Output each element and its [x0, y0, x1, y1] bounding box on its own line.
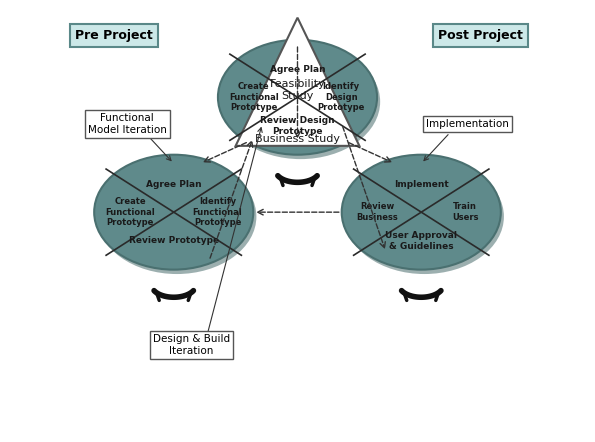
- Text: Functional
Model Iteration: Functional Model Iteration: [88, 113, 167, 134]
- Text: Create
Functional
Prototype: Create Functional Prototype: [229, 82, 278, 112]
- Ellipse shape: [218, 40, 377, 155]
- Ellipse shape: [221, 44, 380, 159]
- Text: Create
Functional
Prototype: Create Functional Prototype: [105, 197, 155, 227]
- Text: Review Design
Prototype: Review Design Prototype: [260, 116, 335, 136]
- Text: Agree Plan: Agree Plan: [270, 65, 325, 74]
- Text: Design & Build
Iteration: Design & Build Iteration: [153, 334, 230, 355]
- Ellipse shape: [94, 155, 253, 270]
- Ellipse shape: [342, 155, 501, 270]
- Ellipse shape: [345, 159, 504, 274]
- Ellipse shape: [97, 159, 256, 274]
- Text: Identify
Design
Prototype: Identify Design Prototype: [318, 82, 365, 112]
- Polygon shape: [236, 18, 359, 146]
- Text: Train
Users: Train Users: [452, 202, 478, 222]
- Text: Post Project: Post Project: [439, 29, 524, 42]
- Text: Review
Business: Review Business: [356, 202, 399, 222]
- Text: Agree Plan: Agree Plan: [146, 180, 202, 189]
- Text: Feasibility
Study: Feasibility Study: [270, 79, 325, 101]
- Text: Review Prototype: Review Prototype: [129, 236, 219, 245]
- Text: User Approval
& Guidelines: User Approval & Guidelines: [385, 231, 458, 251]
- Text: Business Study: Business Study: [255, 134, 340, 144]
- Text: Implement: Implement: [394, 180, 449, 189]
- Text: Identify
Functional
Prototype: Identify Functional Prototype: [193, 197, 242, 227]
- Text: Pre Project: Pre Project: [75, 29, 153, 42]
- Text: Implementation: Implementation: [426, 119, 509, 129]
